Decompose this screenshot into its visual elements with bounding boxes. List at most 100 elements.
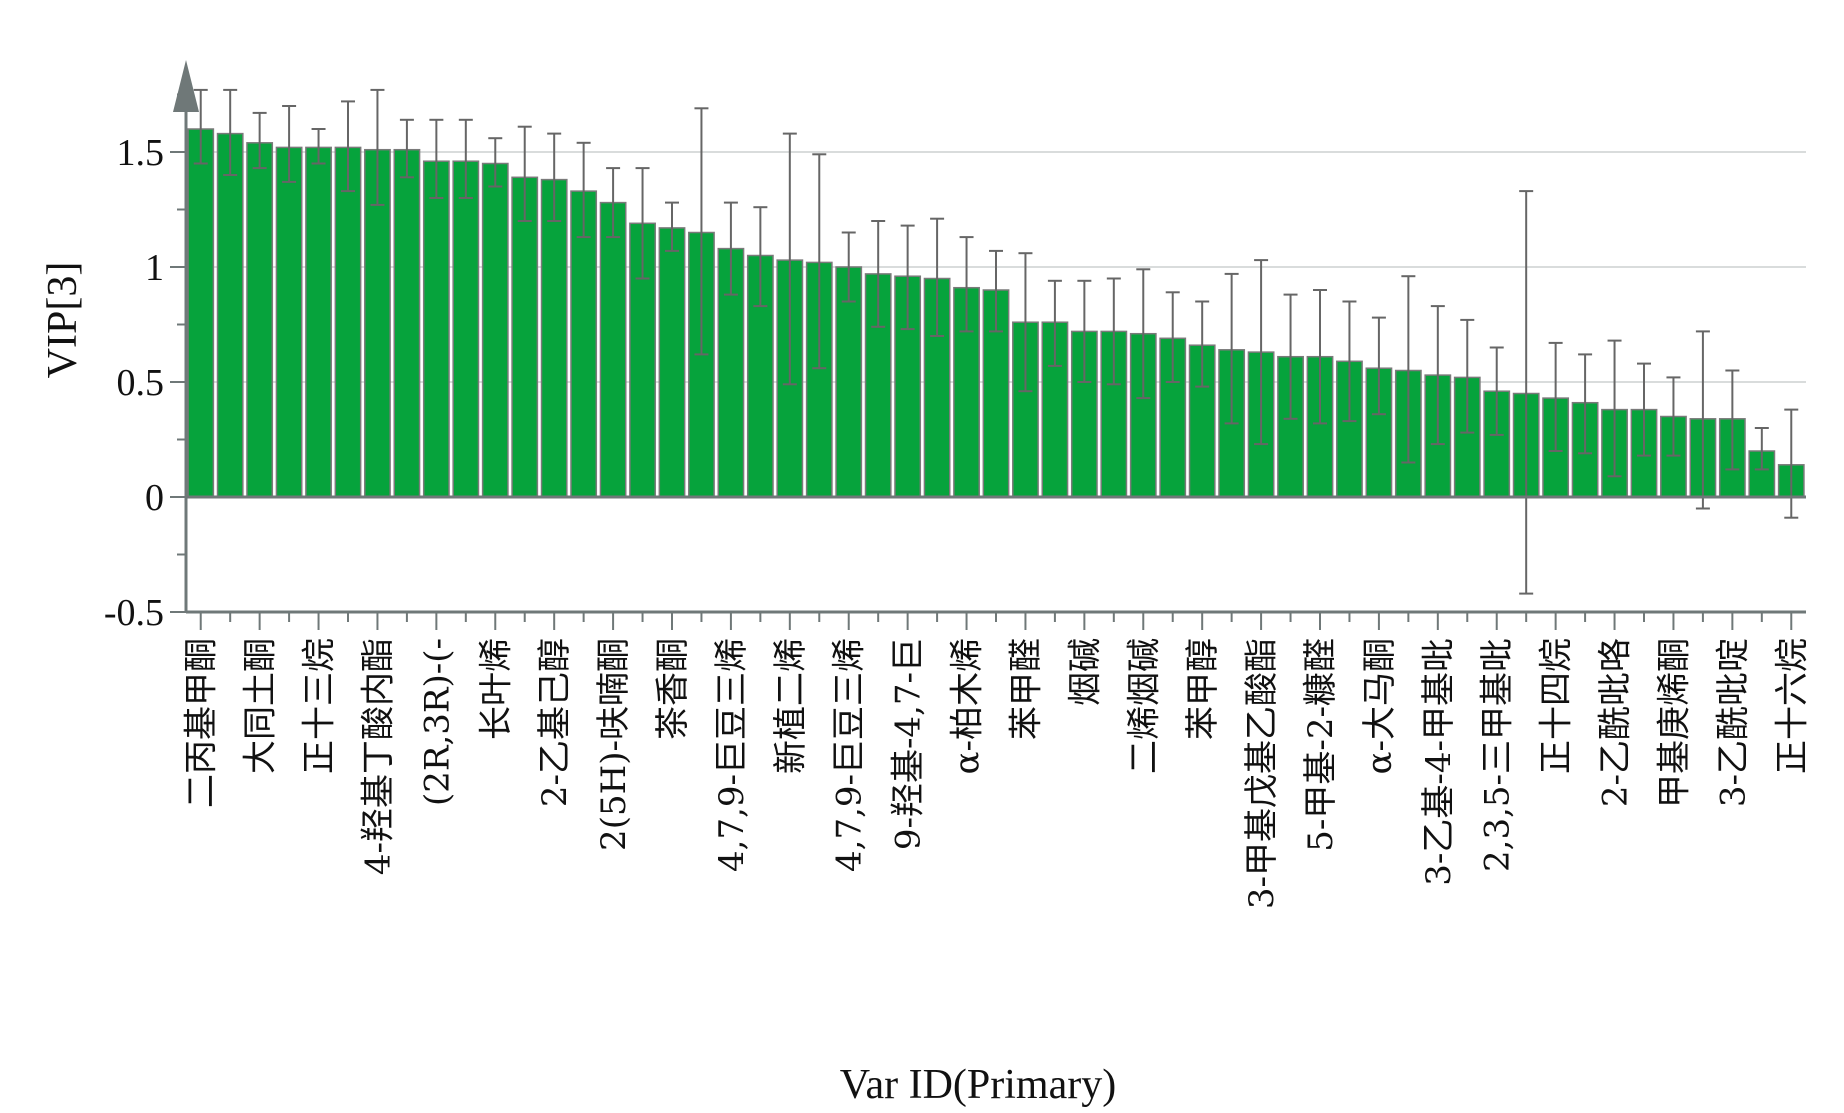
error-bar <box>223 88 238 176</box>
x-tick-label: 3-甲基戊基乙酸酯 <box>1242 638 1282 909</box>
x-tick-label: 9-羟基-4,7-巨 <box>889 638 929 850</box>
error-bar <box>959 236 974 333</box>
error-bar <box>1401 275 1416 464</box>
x-tick-label: 新植二烯 <box>771 638 811 774</box>
y-axis-arrow <box>173 60 199 112</box>
error-bar <box>1460 318 1475 434</box>
error-bar <box>753 206 768 308</box>
bar <box>305 146 332 498</box>
error-bar <box>1224 272 1239 425</box>
error-bar <box>930 217 945 337</box>
x-tick-label: 3-乙酰吡啶 <box>1713 638 1753 807</box>
error-bar <box>723 201 738 296</box>
x-tick-label: 5-甲基-2-糠醛 <box>1301 638 1341 852</box>
error-bar <box>370 88 385 206</box>
error-bar <box>841 231 856 303</box>
bar <box>216 132 244 498</box>
x-tick-label: 2-乙基己醇 <box>535 638 575 807</box>
error-bar <box>1784 408 1799 519</box>
error-bar <box>1430 305 1445 446</box>
y-ticks: -0.5 0 0.5 1 1.5 <box>104 93 186 634</box>
error-bar <box>812 153 827 370</box>
error-bar <box>1371 316 1386 416</box>
x-tick-label: 大同土酮 <box>241 638 281 774</box>
error-bar <box>989 249 1003 333</box>
x-tick-label: 茶香酮 <box>653 638 693 740</box>
bar <box>187 128 215 498</box>
error-bar <box>1254 259 1269 446</box>
x-tick-label: 正十三烷 <box>300 638 340 774</box>
error-bar <box>458 118 473 199</box>
bar <box>334 146 362 498</box>
error-bar <box>193 88 208 165</box>
error-bar <box>488 137 503 188</box>
error-bar <box>635 167 650 280</box>
error-bar <box>871 220 886 328</box>
x-tick-label: 2,3,5-三甲基吡 <box>1478 638 1518 872</box>
bar <box>540 178 568 498</box>
y-tick-label: 0 <box>145 477 164 519</box>
x-tick-label: 2-乙酰吡咯 <box>1596 638 1636 807</box>
error-bar <box>282 105 297 183</box>
error-bar <box>1607 339 1622 478</box>
x-axis-label: Var ID(Primary) <box>840 1062 1116 1108</box>
bar <box>364 148 391 498</box>
y-axis-label: VIP[3] <box>40 262 86 379</box>
bar <box>275 146 303 498</box>
x-tick-label: 4-羟基丁酸内酯 <box>358 638 398 875</box>
error-bar <box>576 141 591 239</box>
y-tick-label: 1.5 <box>117 132 165 174</box>
error-bar <box>606 167 621 239</box>
x-tick-label: 二丙基甲酮 <box>182 638 222 808</box>
error-bar <box>1489 346 1504 436</box>
error-bar <box>547 132 562 222</box>
error-bar <box>399 118 414 179</box>
y-tick-label: 0.5 <box>117 362 165 404</box>
x-tick-label: 2(5H)-呋喃酮 <box>594 638 634 851</box>
error-bar <box>665 201 679 252</box>
bar <box>599 201 627 498</box>
error-bar <box>1195 300 1210 388</box>
bar <box>393 148 421 498</box>
x-tick-label: 苯甲醛 <box>1006 638 1046 740</box>
x-tick-label: 4,7,9-巨豆三烯 <box>712 638 752 872</box>
error-bar <box>341 100 355 193</box>
bar <box>1748 450 1776 498</box>
bar <box>452 160 480 498</box>
error-bar <box>311 128 326 165</box>
error-bar <box>694 107 709 356</box>
error-bar <box>1077 279 1092 383</box>
error-bar <box>1047 279 1062 367</box>
x-tick-label: 烟碱 <box>1065 638 1105 706</box>
error-bar <box>429 118 444 199</box>
error-bar <box>1018 252 1033 393</box>
error-bar <box>1313 289 1327 425</box>
error-bar <box>1695 330 1710 510</box>
x-tick-label: 甲基庚烯酮 <box>1654 638 1694 808</box>
error-bar <box>782 132 797 386</box>
x-tick-label: 正十四烷 <box>1537 638 1577 774</box>
x-tick-label: 3-乙基-4-甲基吡 <box>1419 638 1459 886</box>
bar <box>511 176 539 498</box>
error-bar <box>1106 277 1121 386</box>
error-bar <box>252 111 267 170</box>
bar <box>481 162 509 498</box>
x-tick-label: α-大马酮 <box>1360 638 1400 774</box>
x-tick-label: 4,7,9-巨豆三烯 <box>830 638 870 872</box>
bars <box>187 128 1805 498</box>
x-tick-label: 苯甲醇 <box>1183 638 1223 740</box>
error-bar <box>1519 190 1534 595</box>
bar <box>422 160 450 498</box>
error-bar <box>1637 362 1651 457</box>
error-bar <box>1136 268 1151 400</box>
error-bar <box>1548 341 1563 452</box>
error-bar <box>1666 376 1681 457</box>
error-bar <box>900 224 915 331</box>
x-tick-label: 正十六烷 <box>1772 638 1812 774</box>
y-tick-label: 1 <box>145 247 164 289</box>
error-bar <box>1578 353 1593 455</box>
x-tick-label: 二烯烟碱 <box>1124 638 1164 774</box>
error-bar <box>1283 293 1298 420</box>
x-tick-label: α-柏木烯 <box>948 638 988 774</box>
